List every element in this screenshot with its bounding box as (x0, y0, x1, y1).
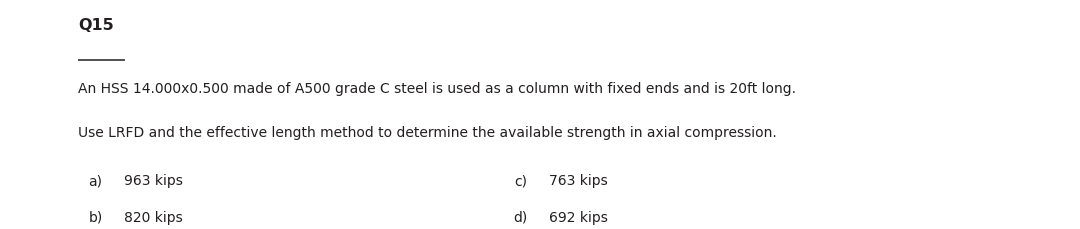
Text: a): a) (89, 174, 103, 188)
Text: An HSS 14.000x0.500 made of A500 grade C steel is used as a column with fixed en: An HSS 14.000x0.500 made of A500 grade C… (78, 82, 796, 96)
Text: c): c) (514, 174, 527, 188)
Text: d): d) (513, 211, 527, 225)
Text: Use LRFD and the effective length method to determine the available strength in : Use LRFD and the effective length method… (78, 126, 777, 140)
Text: Q15: Q15 (78, 18, 113, 33)
Text: 692 kips: 692 kips (549, 211, 608, 225)
Text: 763 kips: 763 kips (549, 174, 607, 188)
Text: 820 kips: 820 kips (124, 211, 183, 225)
Text: 963 kips: 963 kips (124, 174, 184, 188)
Text: b): b) (89, 211, 103, 225)
